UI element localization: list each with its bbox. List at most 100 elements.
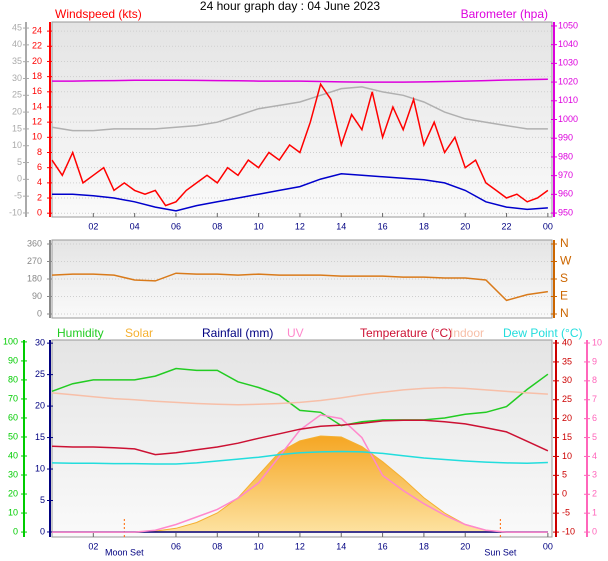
y-tick-label: 15	[562, 432, 572, 442]
x-tick-label: 10	[254, 541, 264, 551]
x-tick-label: 10	[254, 221, 264, 231]
y-tick-label: 0	[17, 174, 22, 184]
y-tick-label: 8	[592, 375, 597, 385]
y-tick-label: 970	[558, 170, 573, 180]
x-tick-label: 12	[295, 221, 305, 231]
y-tick-label: 16	[32, 86, 42, 96]
y-tick-label: W	[560, 254, 572, 268]
y-tick-label: -5	[14, 191, 22, 201]
y-tick-label: -10	[9, 207, 22, 217]
y-tick-label: 960	[558, 189, 573, 199]
y-tick-label: 1	[592, 508, 597, 518]
y-tick-label: 2	[37, 192, 42, 202]
y-tick-label: 0	[37, 308, 42, 318]
y-tick-label: 4	[592, 451, 597, 461]
x-tick-label: 04	[130, 221, 140, 231]
series-line	[52, 173, 548, 212]
chart-title: 24 hour graph day : 04 June 2023	[200, 0, 380, 13]
baro-axis-title: Barometer (hpa)	[461, 7, 548, 21]
x-tick-label: 00	[543, 541, 553, 551]
x-tick-label: 20	[460, 541, 470, 551]
y-tick-label: 10	[562, 451, 572, 461]
y-tick-label: 40	[12, 39, 22, 49]
y-tick-label: 0	[40, 526, 45, 536]
y-tick-label: 360	[27, 238, 42, 248]
legend-entry: Indoor	[450, 326, 484, 340]
series-line	[51, 450, 548, 465]
y-tick-label: 18	[32, 71, 42, 81]
legend-entry: Humidity	[57, 326, 104, 340]
y-tick-label: 980	[558, 151, 573, 161]
x-tick-label: 06	[171, 541, 181, 551]
y-tick-label: 20	[12, 106, 22, 116]
y-tick-label: 20	[8, 488, 18, 498]
y-tick-label: 0	[13, 526, 18, 536]
y-tick-label: 80	[8, 374, 18, 384]
y-tick-label: 70	[8, 393, 18, 403]
y-tick-label: 3	[592, 470, 597, 480]
x-tick-label: 02	[88, 541, 98, 551]
y-tick-label: 5	[40, 495, 45, 505]
y-tick-label: 12	[32, 117, 42, 127]
y-tick-label: 40	[562, 337, 572, 347]
wind-axis-title: Windspeed (kts)	[55, 7, 142, 21]
legend-entry: Rainfall (mm)	[202, 326, 273, 340]
y-tick-label: 10	[8, 507, 18, 517]
y-tick-label: 1040	[558, 39, 578, 49]
y-tick-label: 90	[8, 355, 18, 365]
y-tick-label: S	[560, 271, 568, 285]
x-tick-label: 18	[419, 221, 429, 231]
legend-entry: Temperature (°C)	[360, 326, 452, 340]
y-tick-label: 10	[12, 140, 22, 150]
x-tick-label: 16	[378, 221, 388, 231]
series-line	[51, 419, 549, 456]
y-tick-label: 35	[12, 56, 22, 66]
y-tick-label: 1010	[558, 95, 578, 105]
y-tick-label: 22	[32, 41, 42, 51]
series-line	[52, 78, 548, 83]
x-tick-label: 16	[378, 541, 388, 551]
y-tick-label: 6	[592, 413, 597, 423]
x-tick-label: 14	[336, 221, 346, 231]
y-tick-label: 25	[562, 394, 572, 404]
y-tick-label: 0	[37, 208, 42, 218]
y-tick-label: 25	[35, 369, 45, 379]
y-tick-label: 990	[558, 133, 573, 143]
y-tick-label: 270	[27, 256, 42, 266]
y-tick-label: 950	[558, 207, 573, 217]
y-tick-label: -5	[562, 508, 570, 518]
plot-background	[51, 21, 553, 218]
y-tick-label: 24	[32, 25, 42, 35]
y-tick-label: 20	[562, 413, 572, 423]
x-tick-label: 06	[171, 221, 181, 231]
y-tick-label: 20	[35, 400, 45, 410]
y-tick-label: 45	[12, 22, 22, 32]
y-tick-label: 1030	[558, 58, 578, 68]
y-tick-label: 10	[35, 463, 45, 473]
event-label: Moon Set	[105, 547, 144, 557]
x-tick-label: 02	[88, 221, 98, 231]
legend-entry: Solar	[125, 326, 153, 340]
series-line	[51, 386, 548, 406]
y-tick-label: 100	[3, 336, 18, 346]
y-tick-label: 180	[27, 273, 42, 283]
y-tick-label: 4	[37, 177, 42, 187]
y-tick-label: 5	[592, 432, 597, 442]
y-tick-label: 8	[37, 147, 42, 157]
y-tick-label: 6	[37, 162, 42, 172]
y-tick-label: 1050	[558, 20, 578, 30]
y-tick-label: -10	[562, 526, 575, 536]
x-tick-label: 18	[419, 541, 429, 551]
series-line	[51, 272, 549, 302]
legend-entry: Dew Point (°C)	[503, 326, 582, 340]
y-tick-label: 50	[8, 431, 18, 441]
y-tick-label: 0	[592, 526, 597, 536]
y-tick-label: 7	[592, 394, 597, 404]
y-tick-label: 9	[592, 356, 597, 366]
y-tick-label: 1000	[558, 114, 578, 124]
y-tick-label: 25	[12, 90, 22, 100]
y-tick-label: 30	[8, 469, 18, 479]
x-tick-label: 12	[295, 541, 305, 551]
x-tick-label: 08	[212, 541, 222, 551]
